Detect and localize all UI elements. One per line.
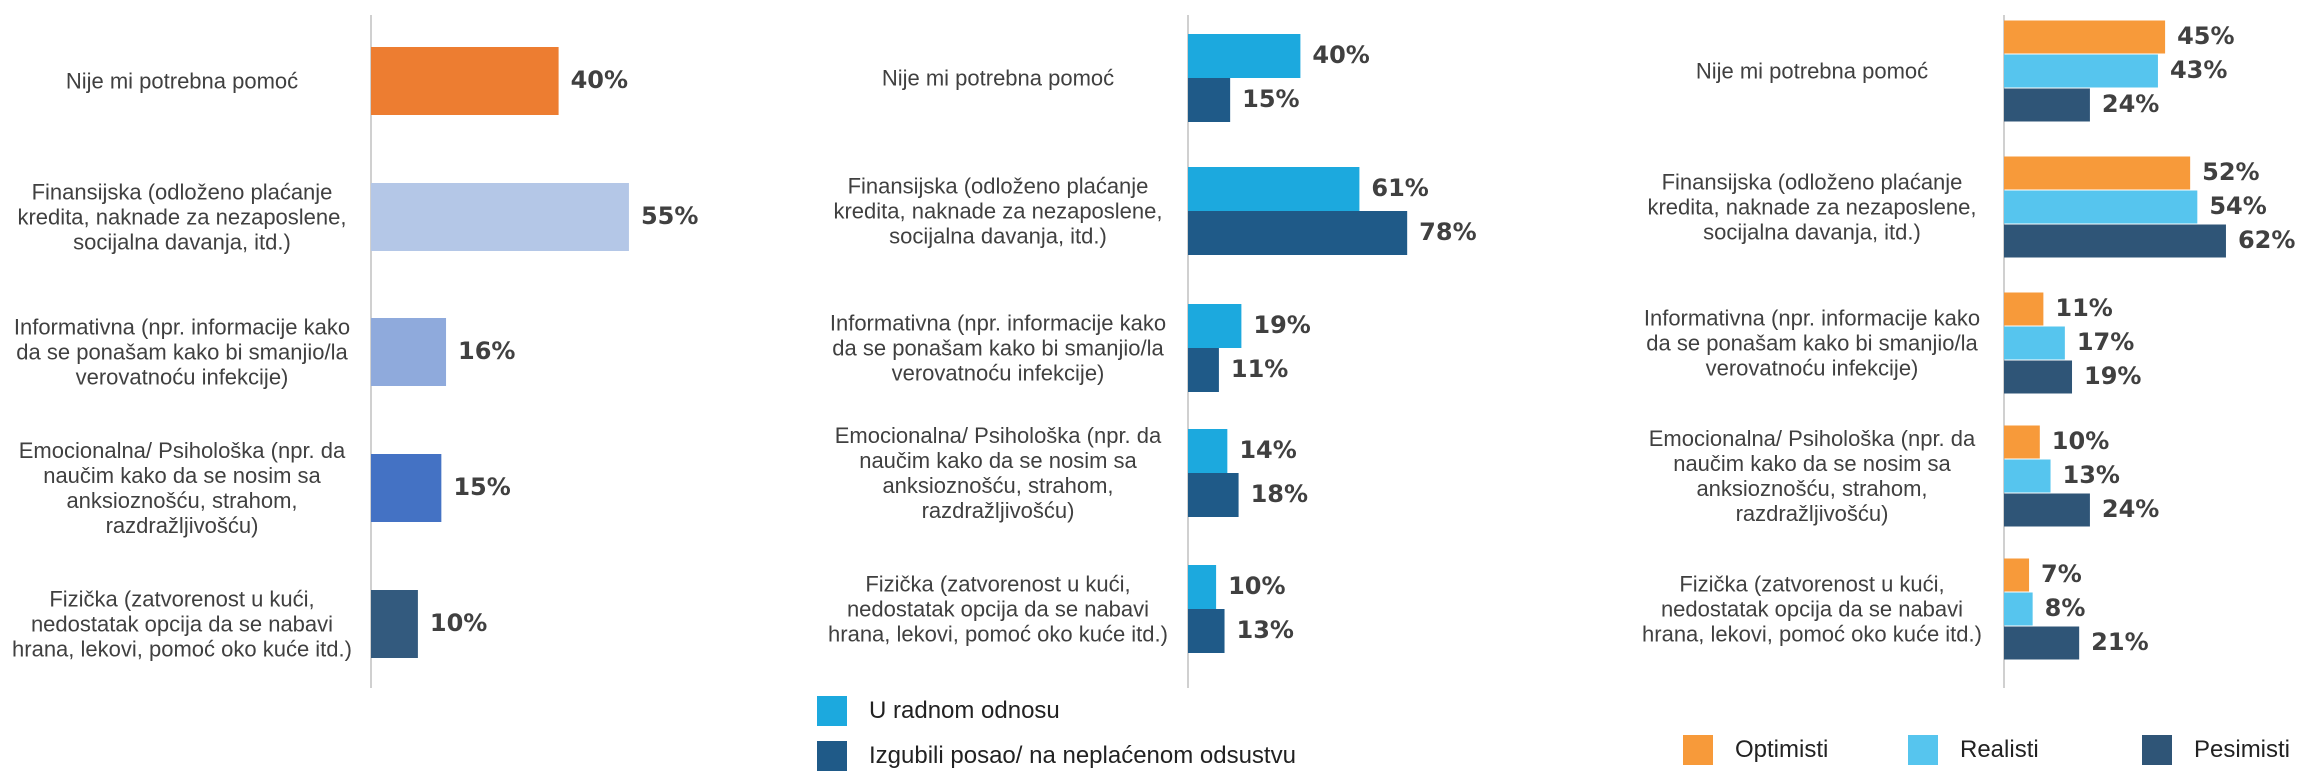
bar [1188, 473, 1239, 517]
legend-item: Izgubili posao/ na neplaćenom odsustvu [817, 741, 1296, 771]
bar [1188, 34, 1301, 78]
legend-item: Optimisti [1683, 735, 1828, 765]
value-label: 11% [2055, 294, 2112, 322]
legend-swatch [2142, 735, 2172, 765]
bar [1188, 211, 1408, 255]
bar [2004, 459, 2051, 493]
legend-item: Pesimisti [2142, 735, 2290, 765]
value-label: 8% [2045, 594, 2086, 622]
bar [2004, 156, 2191, 190]
value-label: 10% [1228, 572, 1285, 600]
value-label: 45% [2177, 22, 2234, 50]
value-label: 78% [1419, 218, 1476, 246]
legend-label: Pesimisti [2194, 736, 2291, 763]
category-label: Finansijska (odloženo plaćanje kredita, … [17, 179, 347, 255]
category-label: Emocionalna/ Psihološka (npr. da naučim … [834, 423, 1162, 523]
value-label: 15% [1242, 85, 1299, 113]
value-label: 10% [2052, 427, 2109, 455]
bar [1188, 348, 1219, 392]
category-label: Informativna (npr. informacije kako da s… [1643, 305, 1981, 381]
value-label: 54% [2209, 192, 2266, 220]
value-label: 19% [1253, 311, 1310, 339]
bar [371, 454, 442, 522]
bar [371, 590, 418, 658]
category-label: Nije mi potrebna pomoć [1695, 58, 1929, 84]
value-label: 11% [1231, 355, 1288, 383]
bar [1188, 429, 1228, 473]
value-label: 13% [1237, 616, 1294, 644]
value-label: 52% [2202, 158, 2259, 186]
value-label: 40% [1312, 41, 1369, 69]
bar [1188, 565, 1217, 609]
value-label: 10% [430, 609, 487, 637]
bar [1188, 609, 1225, 653]
legend-label: Izgubili posao/ na neplaćenom odsustvu [869, 742, 1296, 769]
category-label: Fizička (zatvorenost u kući, nedostatak … [828, 571, 1168, 647]
bar [371, 183, 629, 251]
bar [371, 318, 447, 386]
bar [1188, 304, 1242, 348]
legend-swatch [817, 696, 847, 726]
legend-swatch [1908, 735, 1938, 765]
value-label: 19% [2084, 362, 2141, 390]
value-label: 61% [1371, 174, 1428, 202]
bar [2004, 292, 2044, 326]
bar [2004, 493, 2090, 527]
value-label: 55% [641, 202, 698, 230]
value-label: 62% [2238, 226, 2295, 254]
category-label: Nije mi potrebna pomoć [65, 68, 299, 94]
value-label: 21% [2091, 628, 2148, 656]
bar [1188, 78, 1231, 122]
bar [2004, 54, 2158, 88]
value-label: 15% [453, 473, 510, 501]
bar [2004, 20, 2166, 54]
category-label: Emocionalna/ Psihološka (npr. da naučim … [18, 438, 346, 538]
bar [2004, 360, 2073, 394]
category-label: Finansijska (odloženo plaćanje kredita, … [1647, 169, 1977, 245]
value-label: 7% [2041, 560, 2082, 588]
category-label: Informativna (npr. informacije kako da s… [13, 314, 351, 390]
value-label: 14% [1239, 436, 1296, 464]
value-label: 24% [2102, 90, 2159, 118]
value-label: 40% [571, 66, 628, 94]
category-label: Fizička (zatvorenost u kući, nedostatak … [12, 586, 352, 662]
bar [2004, 326, 2065, 360]
bar [2004, 626, 2080, 660]
value-label: 13% [2063, 461, 2120, 489]
bar [371, 47, 559, 115]
value-label: 16% [458, 337, 515, 365]
bar [2004, 224, 2226, 258]
legend-item: Realisti [1908, 735, 2039, 765]
bar [2004, 425, 2040, 459]
category-label: Emocionalna/ Psihološka (npr. da naučim … [1648, 426, 1976, 526]
legend-item: U radnom odnosu [817, 696, 1060, 726]
category-label: Informativna (npr. informacije kako da s… [829, 310, 1167, 386]
bar [2004, 592, 2033, 626]
legend-label: Realisti [1960, 736, 2039, 763]
bar [2004, 558, 2030, 592]
value-label: 18% [1251, 480, 1308, 508]
bar [1188, 167, 1360, 211]
bar [2004, 88, 2090, 122]
legend-swatch [1683, 735, 1713, 765]
category-label: Finansijska (odloženo plaćanje kredita, … [833, 173, 1163, 249]
category-label: Fizička (zatvorenost u kući, nedostatak … [1642, 571, 1982, 647]
value-label: 17% [2077, 328, 2134, 356]
value-label: 43% [2170, 56, 2227, 84]
legend-swatch [817, 741, 847, 771]
bar [2004, 190, 2198, 224]
category-label: Nije mi potrebna pomoć [881, 65, 1115, 91]
value-label: 24% [2102, 495, 2159, 523]
legend-label: U radnom odnosu [869, 697, 1060, 724]
legend-label: Optimisti [1735, 736, 1829, 763]
